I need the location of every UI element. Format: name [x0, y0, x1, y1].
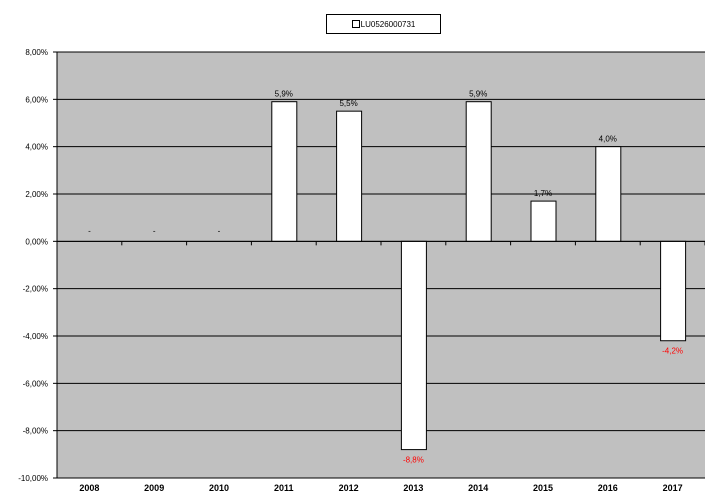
data-label: 5,5%	[339, 99, 357, 108]
data-label: -4,2%	[662, 347, 683, 356]
y-tick-label: -4,00%	[23, 332, 48, 341]
data-label: -	[153, 226, 156, 235]
bar	[465, 101, 492, 242]
plot-area	[57, 52, 705, 478]
x-tick-label: 2014	[468, 483, 488, 493]
y-tick-label: 8,00%	[25, 48, 48, 57]
y-tick-label: -10,00%	[18, 474, 48, 483]
x-tick-label: 2008	[79, 483, 99, 493]
y-tick-label: 2,00%	[25, 190, 48, 199]
bar	[660, 240, 687, 342]
y-tick-label: 4,00%	[25, 143, 48, 152]
data-label: 5,9%	[275, 90, 293, 99]
legend-label: LU0526000731	[360, 19, 416, 29]
x-tick-label: 2011	[274, 483, 294, 493]
x-tick-label: 2013	[403, 483, 423, 493]
bar	[271, 101, 298, 242]
data-label: 4,0%	[599, 135, 617, 144]
bar	[595, 146, 622, 242]
y-tick-label: 0,00%	[25, 237, 48, 246]
data-label: -8,8%	[403, 456, 424, 465]
x-tick-label: 2009	[144, 483, 164, 493]
x-tick-label: 2016	[598, 483, 618, 493]
y-tick-label: 6,00%	[25, 95, 48, 104]
bar	[400, 240, 427, 451]
y-tick-label: -8,00%	[23, 427, 48, 436]
x-tick-label: 2015	[533, 483, 553, 493]
bar	[336, 110, 363, 242]
data-label: 5,9%	[469, 90, 487, 99]
y-tick-label: -2,00%	[23, 285, 48, 294]
data-label: 1,7%	[534, 189, 552, 198]
bar	[530, 200, 557, 242]
y-tick-label: -6,00%	[23, 379, 48, 388]
legend-swatch	[351, 20, 360, 28]
data-label: -	[218, 226, 221, 235]
x-tick-label: 2017	[663, 483, 683, 493]
legend: LU0526000731	[326, 14, 441, 34]
data-label: -	[88, 226, 91, 235]
x-tick-label: 2010	[209, 483, 229, 493]
x-tick-label: 2012	[339, 483, 359, 493]
